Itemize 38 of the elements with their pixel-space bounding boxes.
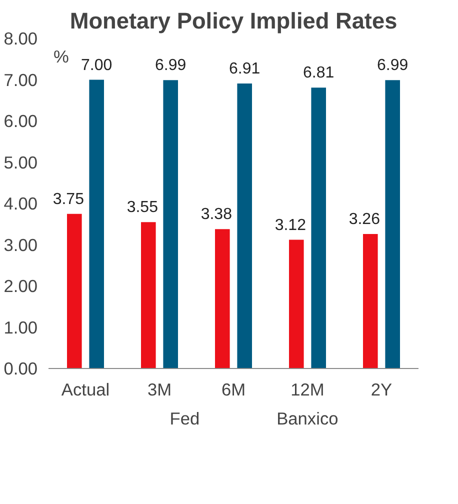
data-label: 6.99 xyxy=(155,57,186,74)
y-tick-label: 3.00 xyxy=(4,234,38,255)
y-tick-label: 6.00 xyxy=(4,111,38,131)
x-tick-label: 6M xyxy=(221,380,246,400)
bar xyxy=(163,80,178,368)
y-tick-label: 2.00 xyxy=(4,276,38,296)
x-tick-label: 3M xyxy=(147,380,172,400)
chart-title: Monetary Policy Implied Rates xyxy=(70,8,398,34)
x-tick-label: Actual xyxy=(61,380,110,400)
data-label: 3.55 xyxy=(126,199,158,216)
data-label: 3.26 xyxy=(348,211,380,228)
data-label: 6.99 xyxy=(377,57,408,74)
text: Banxico xyxy=(276,408,338,430)
text: Fed xyxy=(170,408,200,430)
y-tick-label: 8.00 xyxy=(4,28,38,48)
y-tick-label: 4.00 xyxy=(4,194,38,214)
x-tick-label: 2Y xyxy=(370,380,393,400)
data-label: 6.81 xyxy=(303,64,334,82)
data-label: 7.00 xyxy=(81,56,112,74)
data-label: 3.12 xyxy=(274,216,306,234)
bar xyxy=(311,88,326,368)
x-tick-label: 12M xyxy=(290,380,324,400)
y-tick-label: 7.00 xyxy=(4,70,38,90)
y-tick-label: 1.00 xyxy=(4,317,38,338)
y-tick-label: 5.00 xyxy=(4,152,38,172)
y-axis-title: % xyxy=(54,46,69,66)
bar xyxy=(89,80,104,368)
data-label: 3.75 xyxy=(52,190,84,208)
bar xyxy=(363,234,378,368)
bar xyxy=(237,83,252,368)
bar xyxy=(385,80,400,368)
bar xyxy=(289,240,304,368)
bar xyxy=(67,214,82,368)
data-label: 3.38 xyxy=(200,206,232,224)
bar xyxy=(141,222,156,368)
data-label: 6.91 xyxy=(229,60,260,78)
y-tick-label: 0.00 xyxy=(4,358,38,378)
bar xyxy=(215,229,230,368)
